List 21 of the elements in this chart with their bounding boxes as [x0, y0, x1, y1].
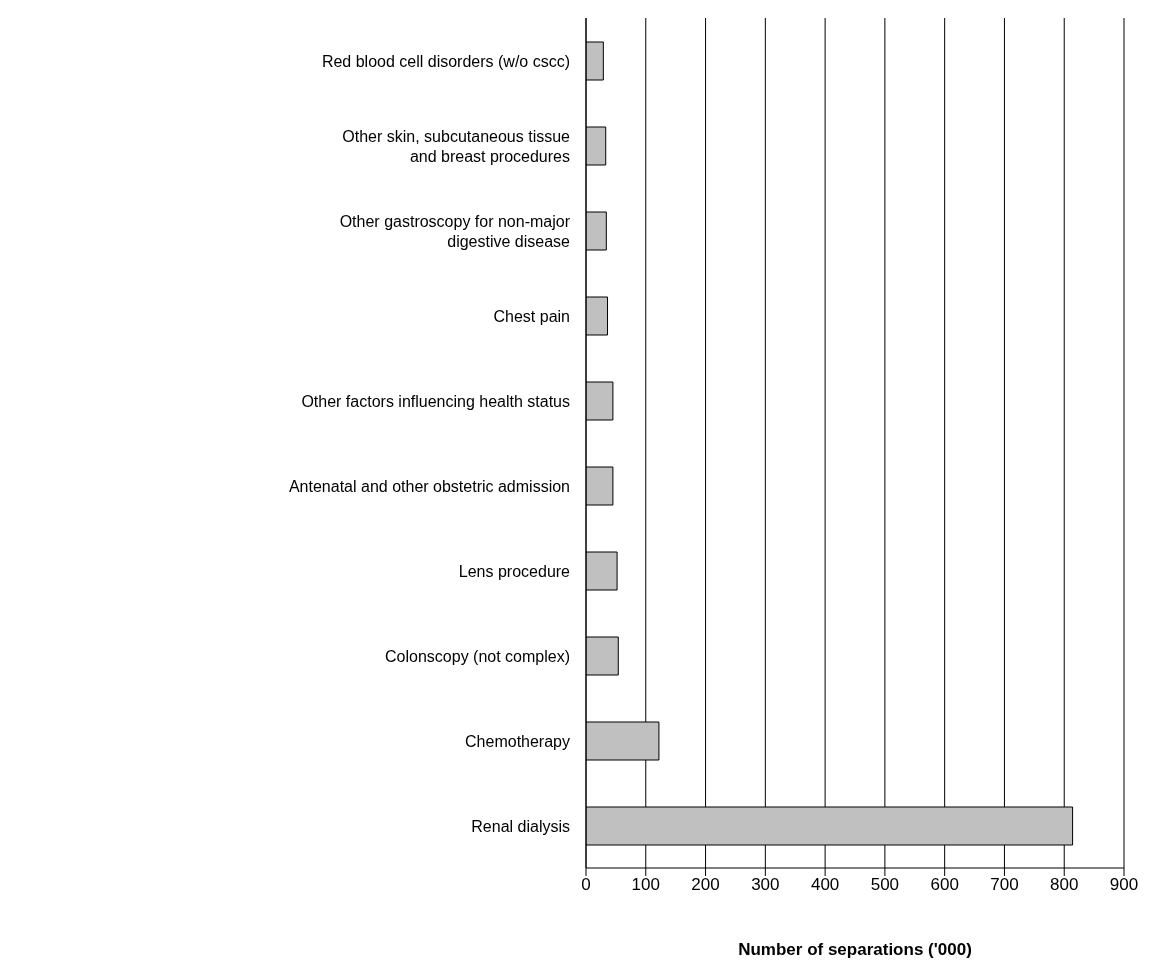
y-tick-label: Other gastroscopy for non-major digestive disease	[339, 212, 571, 249]
y-tick-label: Antenatal and other obstetric admission	[288, 477, 570, 494]
y-tick-label: Other factors influencing health status	[301, 392, 570, 409]
y-tick-label: Lens procedure	[458, 562, 571, 579]
x-tick-label: 700	[990, 875, 1019, 895]
y-tick-label: Colonscopy (not complex)	[385, 647, 570, 664]
y-tick-label: Chemotherapy	[465, 732, 570, 749]
x-tick-label: 400	[810, 875, 840, 895]
y-tick-label: Chest pain	[493, 307, 570, 324]
x-tick-label: 500	[870, 875, 900, 895]
x-tick-label: 800	[1050, 875, 1079, 895]
y-tick-label: Renal dialysis	[471, 817, 570, 834]
x-tick-label: 600	[930, 875, 959, 895]
x-tick-label: 300	[751, 875, 780, 895]
y-tick-label: Other skin, subcutaneous tissue and breast procedures	[342, 127, 571, 164]
y-tick-label: Red blood cell disorders (w/o cscc)	[321, 52, 570, 69]
x-tick-label: 100	[631, 875, 660, 895]
x-axis-title: Number of separations ('000)	[738, 940, 972, 959]
x-tick-label: 200	[691, 875, 720, 895]
x-tick-label: 900	[1109, 875, 1139, 895]
x-tick-label: 0	[581, 875, 591, 895]
